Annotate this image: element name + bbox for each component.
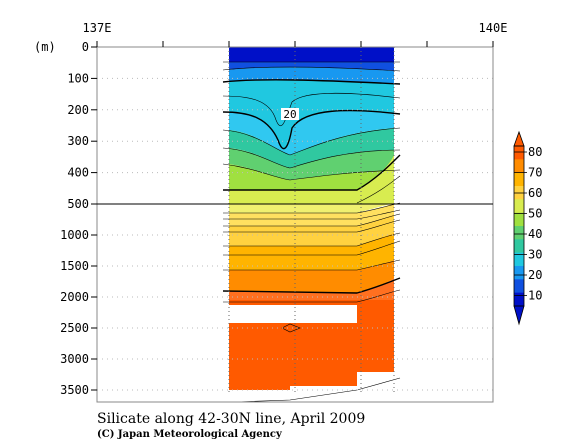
y-tick-label: 3500 (60, 383, 89, 397)
y-axis-label: (m) (34, 40, 56, 54)
no-data-mask (223, 305, 400, 402)
contour-label: 20 (283, 108, 296, 121)
y-tick-label: 2000 (60, 290, 89, 304)
colorbar-top-arrow (513, 130, 525, 147)
contour-line (223, 289, 401, 303)
colorbar-swatch (514, 199, 524, 214)
y-tick-label: 100 (67, 71, 89, 85)
contour-line (223, 213, 401, 227)
y-tick-label: 400 (67, 166, 89, 180)
contour-band (229, 203, 394, 226)
contour-line (222, 147, 401, 169)
x-axis: 137E 140E (83, 21, 508, 47)
contour-line (222, 277, 401, 294)
contour-label-box (281, 108, 299, 120)
x-tick-label: 137E (83, 21, 112, 35)
colorbar-label: 20 (528, 268, 542, 282)
contour-line (222, 163, 401, 181)
colorbar-swatch (514, 252, 524, 267)
colorbar-swatch (514, 226, 524, 240)
contour-band (229, 128, 394, 168)
colorbar-swatch (514, 172, 524, 187)
contour-band (229, 260, 394, 293)
colorbar-label: 40 (528, 227, 542, 241)
contour-band (229, 278, 394, 300)
contour-band (229, 47, 394, 62)
colorbar-label: 30 (528, 248, 542, 262)
colorbar-swatch (514, 266, 524, 280)
y-tick-label: 1000 (60, 228, 89, 242)
y-tick-label: 3000 (60, 352, 89, 366)
contour-band (229, 214, 394, 246)
contour-band (229, 148, 394, 180)
chart-title: Silicate along 42-30N line, April 2009 (97, 411, 365, 427)
contour-line (223, 259, 401, 271)
credit-text: (C) Japan Meteorological Agency (97, 429, 283, 440)
y-tick-label: 2500 (60, 321, 89, 335)
contour-line (223, 154, 401, 191)
silicate-filled-contours (229, 47, 394, 400)
colorbar-bottom-arrow (513, 305, 525, 326)
colorbar-label: 70 (528, 166, 542, 180)
colorbar-swatch (514, 279, 524, 294)
y-tick-label: 500 (67, 197, 89, 211)
colorbar-swatch (514, 292, 524, 307)
colorbar-swatch (514, 239, 524, 254)
contour-band (229, 300, 394, 400)
contour-line (222, 109, 401, 150)
colorbar-swatch (514, 146, 524, 160)
contour-band (229, 110, 394, 155)
colorbar-label: 80 (528, 145, 542, 159)
colorbar-frame (513, 145, 525, 307)
contour-band (229, 155, 394, 190)
y-tick-label: 300 (67, 134, 89, 148)
contour-line (356, 377, 401, 391)
contour-line (227, 389, 358, 402)
contour-line (223, 219, 401, 233)
contour-line (281, 323, 301, 333)
y-tick-label: 200 (67, 103, 89, 117)
contour-band (229, 155, 394, 204)
contour-band (229, 233, 394, 270)
contour-line (356, 175, 401, 204)
colorbar: 80 70 60 50 40 30 20 10 (513, 130, 542, 326)
colorbar-swatch (514, 159, 524, 174)
gridlines (97, 77, 493, 391)
contour-band (229, 62, 394, 71)
colorbar-label: 10 (528, 289, 542, 303)
y-tick-label: 0 (82, 40, 89, 54)
contour-line (222, 127, 401, 156)
x-tick-label: 140E (479, 21, 508, 35)
contour-line (223, 240, 401, 256)
contour-band (229, 79, 394, 149)
contour-line (223, 209, 401, 220)
colorbar-swatch (514, 212, 524, 227)
colorbar-label: 50 (528, 207, 542, 221)
contour-band (229, 203, 394, 213)
contour-line (223, 232, 401, 247)
y-axis: 0 100 200 300 400 500 1000 1500 2000 2500 3000 3500 (60, 40, 97, 397)
y-tick-label: 1500 (60, 259, 89, 273)
colorbar-label: 60 (528, 186, 542, 200)
